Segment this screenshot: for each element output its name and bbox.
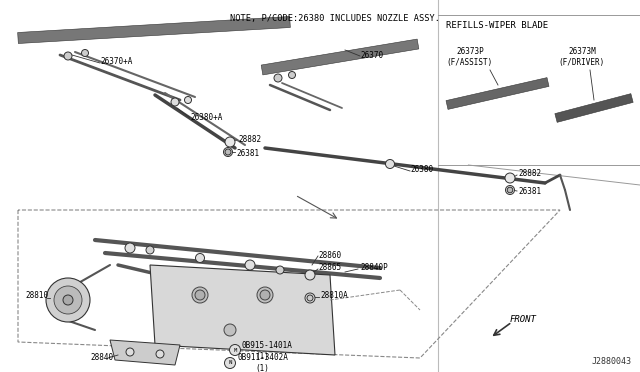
- Text: M: M: [234, 347, 237, 353]
- Circle shape: [223, 148, 232, 157]
- Circle shape: [63, 295, 73, 305]
- Circle shape: [126, 348, 134, 356]
- Circle shape: [225, 149, 231, 155]
- Text: 28840: 28840: [90, 353, 113, 362]
- Text: 26381: 26381: [236, 148, 259, 157]
- Text: 26373P: 26373P: [456, 48, 484, 57]
- Text: 26380: 26380: [410, 166, 433, 174]
- Circle shape: [385, 160, 394, 169]
- Text: (1): (1): [255, 363, 269, 372]
- Circle shape: [224, 324, 236, 336]
- Polygon shape: [446, 78, 549, 109]
- Circle shape: [81, 49, 88, 57]
- Circle shape: [274, 74, 282, 82]
- Text: 26373M: 26373M: [568, 48, 596, 57]
- Text: 28882: 28882: [238, 135, 261, 144]
- Polygon shape: [18, 16, 291, 44]
- Circle shape: [46, 278, 90, 322]
- Circle shape: [276, 266, 284, 274]
- Circle shape: [506, 186, 515, 195]
- Text: 0B915-1401A: 0B915-1401A: [242, 341, 293, 350]
- Polygon shape: [261, 39, 419, 75]
- Circle shape: [54, 286, 82, 314]
- Circle shape: [156, 350, 164, 358]
- Circle shape: [225, 357, 236, 369]
- Text: 28865: 28865: [318, 263, 341, 273]
- Circle shape: [125, 243, 135, 253]
- Circle shape: [245, 260, 255, 270]
- Polygon shape: [555, 94, 633, 122]
- Circle shape: [195, 290, 205, 300]
- Text: 28810A: 28810A: [320, 292, 348, 301]
- Circle shape: [146, 246, 154, 254]
- Text: (1): (1): [255, 352, 269, 360]
- Text: 26380+A: 26380+A: [190, 112, 222, 122]
- Circle shape: [260, 290, 270, 300]
- Circle shape: [195, 253, 205, 263]
- Circle shape: [64, 52, 72, 60]
- Circle shape: [225, 137, 235, 147]
- Text: N: N: [228, 360, 232, 366]
- Text: FRONT: FRONT: [510, 315, 537, 324]
- Text: REFILLS-WIPER BLADE: REFILLS-WIPER BLADE: [447, 20, 548, 29]
- Text: (F/ASSIST): (F/ASSIST): [447, 58, 493, 67]
- Circle shape: [307, 295, 313, 301]
- Text: (F/DRIVER): (F/DRIVER): [559, 58, 605, 67]
- Circle shape: [230, 344, 241, 356]
- Circle shape: [184, 96, 191, 103]
- Circle shape: [305, 293, 315, 303]
- Polygon shape: [150, 265, 335, 355]
- Circle shape: [507, 187, 513, 193]
- Text: 28840P: 28840P: [360, 263, 388, 273]
- Circle shape: [289, 71, 296, 78]
- Text: J2880043: J2880043: [592, 357, 632, 366]
- Circle shape: [305, 270, 315, 280]
- Text: 28882: 28882: [518, 170, 541, 179]
- Text: NOTE, P/CODE:26380 INCLUDES NOZZLE ASSY.: NOTE, P/CODE:26380 INCLUDES NOZZLE ASSY.: [230, 13, 440, 22]
- Text: 26370+A: 26370+A: [100, 58, 132, 67]
- Text: 26370: 26370: [360, 51, 383, 60]
- Polygon shape: [110, 340, 180, 365]
- Text: 28810: 28810: [25, 291, 48, 299]
- Text: 26381: 26381: [518, 186, 541, 196]
- Circle shape: [192, 287, 208, 303]
- Circle shape: [505, 173, 515, 183]
- Circle shape: [171, 98, 179, 106]
- Text: 28860: 28860: [318, 250, 341, 260]
- Circle shape: [257, 287, 273, 303]
- Text: 0B911-3402A: 0B911-3402A: [237, 353, 288, 362]
